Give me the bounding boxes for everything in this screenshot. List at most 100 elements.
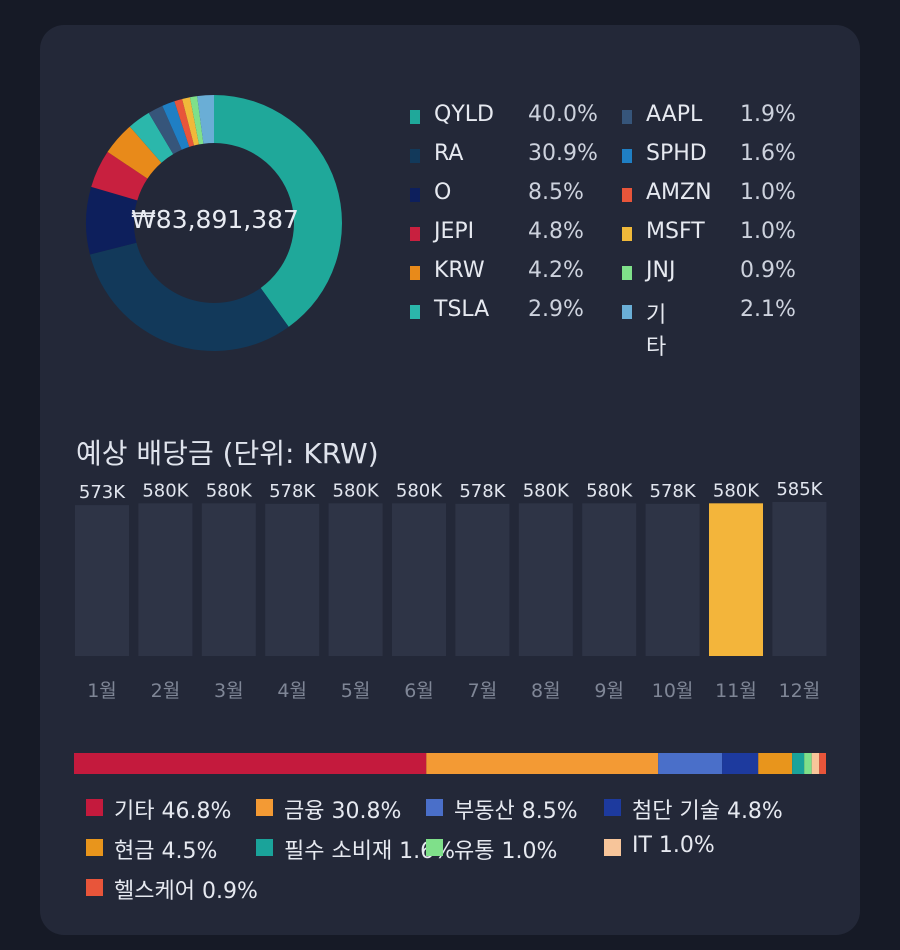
bar-value-label: 580K bbox=[523, 480, 570, 501]
sector-swatch bbox=[256, 799, 273, 816]
legend-label: JEPI bbox=[434, 219, 475, 244]
legend-swatch bbox=[622, 188, 632, 202]
bar-4[interactable] bbox=[265, 503, 320, 656]
legend-label: RA bbox=[434, 141, 464, 166]
month-tick-label: 2월 bbox=[151, 680, 181, 702]
bar-7[interactable] bbox=[455, 503, 510, 656]
dividend-chart-title: 예상 배당금 (단위: KRW) bbox=[76, 437, 379, 470]
legend-percent: 4.8% bbox=[528, 219, 584, 244]
bar-6[interactable] bbox=[392, 503, 446, 656]
legend-label: 기타 bbox=[646, 303, 667, 360]
sector-legend-label: 현금 4.5% bbox=[114, 839, 218, 864]
sector-segment-3 bbox=[658, 753, 723, 774]
legend-label: JNJ bbox=[646, 258, 676, 283]
legend-swatch bbox=[622, 305, 632, 319]
legend-swatch bbox=[410, 188, 420, 202]
bar-9[interactable] bbox=[582, 503, 637, 656]
sector-legend: 기타 46.8% 금융 30.8% 부동산 8.5% 첨단 기술 4.8% 현금 4.5… bbox=[86, 793, 846, 913]
bar-10[interactable] bbox=[645, 503, 700, 656]
legend-label: KRW bbox=[434, 258, 485, 283]
legend-percent: 40.0% bbox=[528, 102, 598, 127]
sector-legend-label: IT 1.0% bbox=[632, 833, 715, 858]
sector-segment-8 bbox=[811, 753, 820, 774]
bar-value-label: 580K bbox=[713, 480, 760, 501]
monthly-dividend-bar-chart: 573K 1월 580K 2월 580K 3월 578K 4월 580K 5월 580K 6월 578K… bbox=[75, 479, 827, 702]
donut-slice-aapl bbox=[148, 105, 182, 155]
legend-swatch bbox=[410, 305, 420, 319]
sector-segment-4 bbox=[722, 753, 759, 774]
sector-segment-2 bbox=[426, 753, 659, 774]
sector-swatch bbox=[86, 799, 103, 816]
donut-slice-amzn bbox=[174, 99, 195, 147]
donut-slice-jepi bbox=[91, 151, 148, 201]
month-tick-label: 12월 bbox=[779, 680, 821, 702]
bar-2[interactable] bbox=[138, 503, 193, 656]
sector-segment-1 bbox=[74, 753, 427, 774]
donut-slice-ra bbox=[89, 242, 289, 352]
holdings-legend: QYLD 40.0% RA 30.9% O 8.5% JEPI 4.8% KRW 4.2% TSLA… bbox=[410, 101, 810, 360]
month-tick-label: 6월 bbox=[404, 680, 434, 702]
donut-slice-o bbox=[85, 186, 138, 255]
sector-swatch bbox=[86, 839, 103, 856]
legend-percent: 0.9% bbox=[740, 258, 796, 283]
month-tick-label: 7월 bbox=[468, 680, 498, 702]
donut-slice-msft bbox=[182, 97, 199, 146]
donut-slice-qyld bbox=[214, 95, 342, 327]
bar-value-label: 573K bbox=[79, 482, 126, 503]
bar-value-label: 580K bbox=[142, 480, 189, 501]
month-tick-label: 3월 bbox=[214, 680, 244, 702]
legend-percent: 4.2% bbox=[528, 258, 584, 283]
legend-percent: 8.5% bbox=[528, 180, 584, 205]
legend-swatch bbox=[622, 149, 632, 163]
sector-legend-label: 금융 30.8% bbox=[284, 799, 402, 824]
legend-swatch bbox=[622, 110, 632, 124]
bar-12[interactable] bbox=[772, 502, 827, 656]
donut-slice-item-11 bbox=[197, 95, 214, 144]
legend-swatch bbox=[410, 149, 420, 163]
legend-label: AAPL bbox=[646, 102, 703, 127]
donut-slice-jnj bbox=[189, 96, 204, 145]
legend-swatch bbox=[410, 266, 420, 280]
bar-value-label: 578K bbox=[269, 481, 316, 502]
month-tick-label: 1월 bbox=[87, 680, 117, 702]
legend-label: QYLD bbox=[434, 102, 494, 127]
sector-segment-9 bbox=[819, 753, 826, 774]
bar-value-label: 585K bbox=[776, 479, 823, 500]
portfolio-card bbox=[40, 25, 860, 935]
sector-legend-label: 헬스케어 0.9% bbox=[114, 879, 258, 904]
month-tick-label: 5월 bbox=[341, 680, 371, 702]
bar-3[interactable] bbox=[201, 503, 256, 656]
bar-1[interactable] bbox=[75, 505, 129, 656]
month-tick-label: 9월 bbox=[594, 680, 624, 702]
sector-segment-7 bbox=[804, 753, 812, 774]
legend-percent: 2.9% bbox=[528, 297, 584, 322]
bar-8[interactable] bbox=[518, 503, 573, 656]
sector-legend-label: 기타 46.8% bbox=[114, 799, 232, 824]
legend-percent: 1.0% bbox=[740, 180, 796, 205]
donut-slice-krw bbox=[107, 126, 162, 179]
month-tick-label: 8월 bbox=[531, 680, 561, 702]
bar-value-label: 580K bbox=[586, 480, 633, 501]
legend-percent: 1.9% bbox=[740, 102, 796, 127]
legend-label: AMZN bbox=[646, 180, 712, 205]
legend-label: TSLA bbox=[434, 297, 490, 322]
sector-legend-label: 부동산 8.5% bbox=[454, 799, 578, 824]
donut-slice-tsla bbox=[129, 112, 174, 163]
portfolio-total-value: ₩83,891,387 bbox=[131, 205, 299, 234]
donut-slice-sphd bbox=[162, 101, 190, 150]
bar-value-label: 580K bbox=[206, 480, 253, 501]
bar-value-label: 578K bbox=[650, 481, 697, 502]
sector-swatch bbox=[604, 839, 621, 856]
sector-swatch bbox=[426, 799, 443, 816]
bar-value-label: 578K bbox=[459, 481, 506, 502]
legend-swatch bbox=[622, 266, 632, 280]
sector-swatch bbox=[604, 799, 621, 816]
sector-swatch bbox=[426, 839, 443, 856]
bar-5[interactable] bbox=[328, 503, 383, 656]
bar-value-label: 580K bbox=[396, 480, 443, 501]
sector-swatch bbox=[256, 839, 273, 856]
sector-allocation-bar bbox=[74, 753, 826, 774]
legend-swatch bbox=[410, 110, 420, 124]
legend-swatch bbox=[410, 227, 420, 241]
bar-11[interactable] bbox=[709, 503, 763, 656]
